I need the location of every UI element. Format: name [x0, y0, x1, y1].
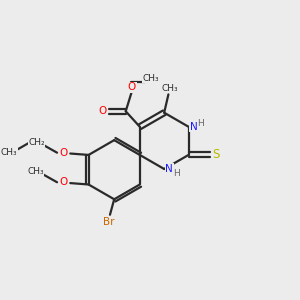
Text: N: N [165, 164, 173, 174]
Text: Br: Br [103, 218, 114, 227]
Text: O: O [128, 82, 136, 92]
Text: H: H [197, 119, 204, 128]
Text: O: O [59, 177, 68, 187]
Text: CH₃: CH₃ [143, 74, 159, 82]
Text: CH₃: CH₃ [161, 84, 178, 93]
Text: CH₃: CH₃ [27, 167, 44, 176]
Text: S: S [212, 148, 220, 161]
Text: H: H [172, 169, 179, 178]
Text: O: O [98, 106, 107, 116]
Text: CH₂: CH₂ [28, 138, 45, 147]
Text: CH₃: CH₃ [1, 148, 17, 157]
Text: O: O [59, 148, 68, 158]
Text: N: N [190, 122, 197, 132]
